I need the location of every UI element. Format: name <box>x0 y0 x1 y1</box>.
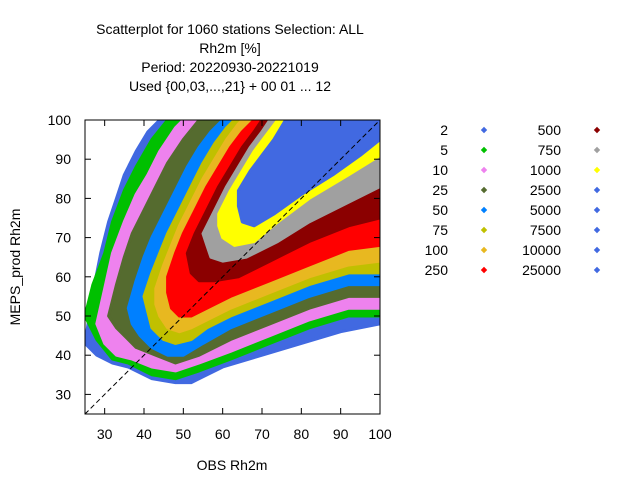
legend-marker-2 <box>480 126 488 134</box>
y-tick-label: 40 <box>55 347 71 363</box>
density-band-2500 <box>236 120 380 228</box>
legend-label-500: 500 <box>538 122 562 138</box>
y-tick-label: 50 <box>55 308 71 324</box>
legend-label-50: 50 <box>432 202 448 218</box>
legend: 2510255075100250500750100025005000750010… <box>425 122 601 278</box>
legend-label-75: 75 <box>432 222 448 238</box>
legend-marker-100 <box>480 246 488 254</box>
x-tick-label: 100 <box>368 426 392 442</box>
y-tick-label: 60 <box>55 269 71 285</box>
legend-label-25: 25 <box>432 182 448 198</box>
legend-marker-25000 <box>593 266 601 274</box>
chart-title-line-3: Period: 20220930-20221019 <box>141 59 319 75</box>
x-tick-label: 50 <box>176 426 192 442</box>
legend-label-100: 100 <box>425 242 449 258</box>
legend-marker-10000 <box>593 246 601 254</box>
x-tick-label: 30 <box>97 426 113 442</box>
chart-title-block: Scatterplot for 1060 stations Selection:… <box>0 20 460 96</box>
legend-marker-500 <box>593 126 601 134</box>
legend-marker-50 <box>480 206 488 214</box>
legend-label-750: 750 <box>538 142 562 158</box>
legend-marker-7500 <box>593 226 601 234</box>
legend-label-7500: 7500 <box>530 222 561 238</box>
legend-label-1000: 1000 <box>530 162 561 178</box>
legend-label-250: 250 <box>425 262 449 278</box>
x-tick-label: 80 <box>294 426 310 442</box>
legend-marker-10 <box>480 166 488 174</box>
legend-label-2500: 2500 <box>530 182 561 198</box>
x-tick-label: 90 <box>333 426 349 442</box>
legend-marker-250 <box>480 266 488 274</box>
y-tick-label: 70 <box>55 230 71 246</box>
chart-title-line-1: Scatterplot for 1060 stations Selection:… <box>96 21 364 37</box>
x-tick-label: 40 <box>136 426 152 442</box>
chart-title-line-2: Rh2m [%] <box>199 40 261 56</box>
x-tick-label: 60 <box>215 426 231 442</box>
legend-label-25000: 25000 <box>522 262 561 278</box>
y-tick-label: 90 <box>55 151 71 167</box>
legend-label-5000: 5000 <box>530 202 561 218</box>
legend-marker-750 <box>593 146 601 154</box>
y-tick-label: 100 <box>48 112 72 128</box>
legend-label-10000: 10000 <box>522 242 561 258</box>
plot-frame <box>84 119 381 415</box>
density-bands <box>85 120 380 385</box>
x-tick-label: 70 <box>254 426 270 442</box>
y-axis-title: MEPS_prod Rh2m <box>7 209 23 326</box>
legend-marker-2500 <box>593 186 601 194</box>
diagonal-reference-line <box>84 119 381 415</box>
legend-marker-5 <box>480 146 488 154</box>
axis-ticks: 30 40 50 60 70 80 90 100 30 40 50 60 70 80 90 100 <box>48 112 392 442</box>
legend-marker-1000 <box>593 166 601 174</box>
x-axis-title: OBS Rh2m <box>197 457 268 473</box>
legend-label-10: 10 <box>432 162 448 178</box>
y-tick-label: 80 <box>55 190 71 206</box>
legend-marker-75 <box>480 226 488 234</box>
y-tick-label: 30 <box>55 386 71 402</box>
legend-label-2: 2 <box>440 122 448 138</box>
legend-label-5: 5 <box>440 142 448 158</box>
legend-marker-5000 <box>593 206 601 214</box>
legend-marker-25 <box>480 186 488 194</box>
chart-title-line-4: Used {00,03,...,21} + 00 01 ... 12 <box>129 78 331 94</box>
